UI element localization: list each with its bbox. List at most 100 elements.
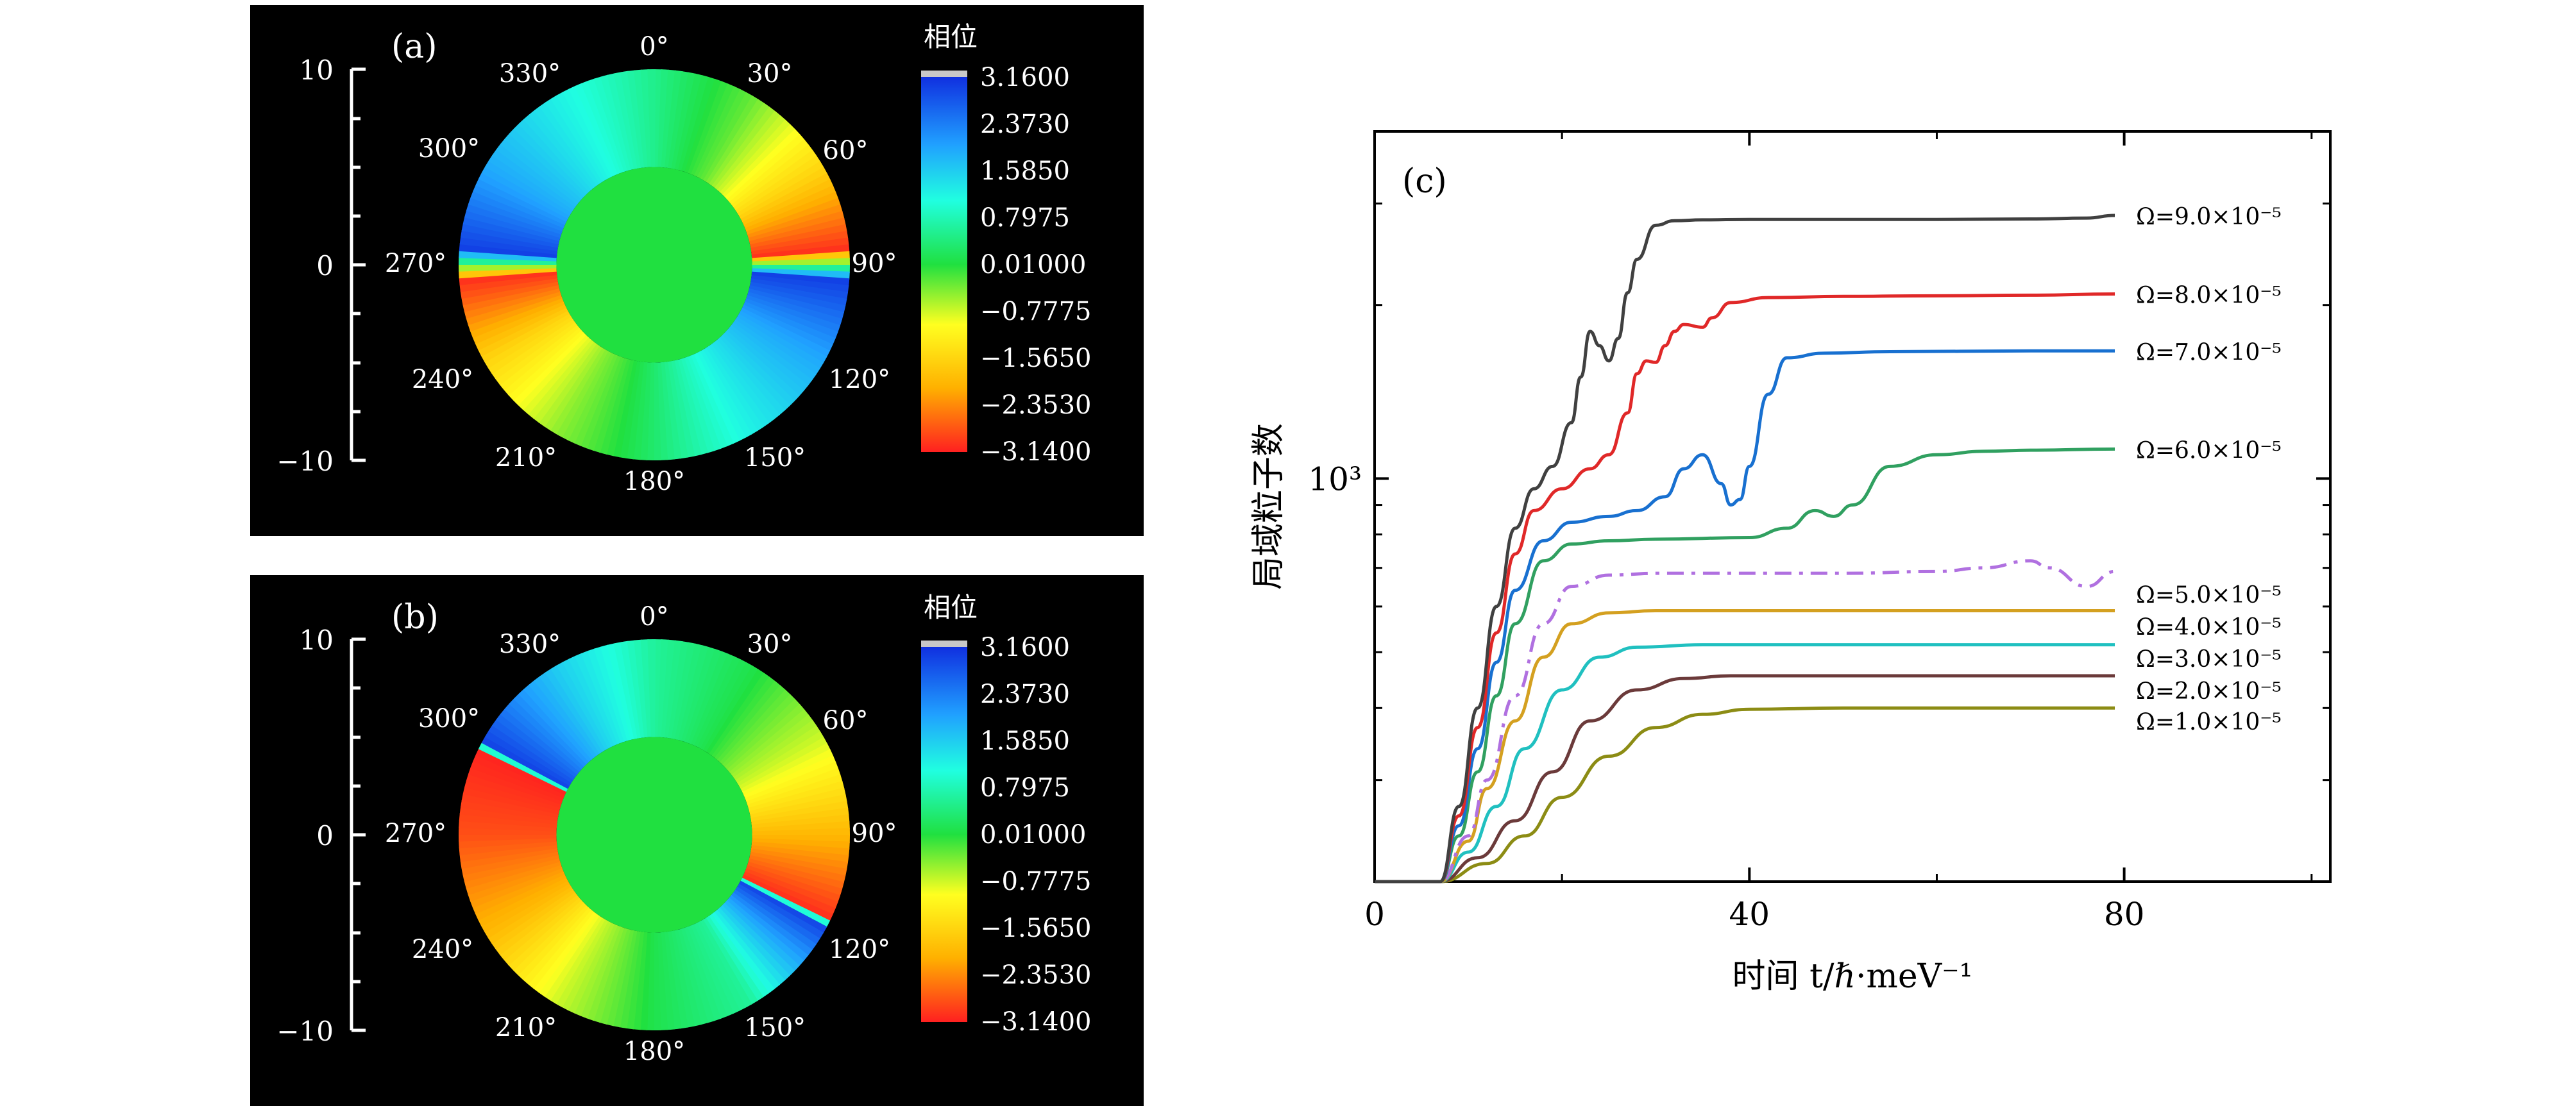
ring-segment bbox=[517, 334, 589, 410]
ring-segment bbox=[607, 643, 635, 741]
ring-segment bbox=[722, 124, 796, 197]
ring-segment bbox=[518, 688, 589, 765]
ring-segment bbox=[556, 661, 609, 750]
ring-segment bbox=[748, 780, 845, 812]
ring-segment bbox=[677, 645, 710, 741]
angle-label-150: 150° bbox=[744, 1013, 806, 1043]
ring-segment bbox=[749, 281, 847, 307]
ring-segment bbox=[562, 88, 613, 179]
ring-segment bbox=[681, 358, 715, 453]
ring-segment bbox=[726, 328, 804, 397]
ring-segment bbox=[660, 932, 675, 1030]
ring-segment bbox=[587, 78, 625, 173]
x-tick-label: 80 bbox=[2104, 896, 2145, 933]
ring-segment bbox=[481, 735, 570, 789]
ring-segment bbox=[729, 894, 809, 962]
ring-segment bbox=[468, 766, 563, 805]
panel-c-axes: 0 40 80 10³ bbox=[1308, 131, 2330, 933]
ring-segment bbox=[527, 909, 595, 989]
ring-segment bbox=[634, 639, 648, 738]
ring-segment bbox=[744, 298, 838, 340]
ring-segment bbox=[699, 349, 752, 439]
ring-segment bbox=[555, 919, 609, 1008]
ring-segment bbox=[733, 149, 818, 211]
ring-segment bbox=[743, 301, 836, 346]
ring-segment bbox=[702, 917, 758, 1005]
colorbar-tick: −3.1400 bbox=[980, 437, 1091, 467]
ring-segment bbox=[736, 884, 824, 940]
ring-segment bbox=[627, 640, 645, 738]
ring-segment bbox=[620, 641, 641, 739]
ring-segment bbox=[555, 349, 609, 438]
ring-segment bbox=[495, 321, 577, 385]
ring-segment bbox=[491, 319, 575, 380]
ring-segment bbox=[722, 694, 796, 767]
ring-segment bbox=[691, 653, 735, 746]
angle-label-0: 0° bbox=[640, 32, 668, 62]
ring-segment bbox=[472, 871, 565, 915]
ring-segment bbox=[475, 304, 566, 351]
ring-segment bbox=[462, 786, 560, 815]
ring-segment bbox=[532, 341, 597, 423]
ring-segment bbox=[612, 930, 638, 1028]
panel-c-series-labels: Ω=1.0×10⁻⁵ Ω=2.0×10⁻⁵ Ω=3.0×10⁻⁵ Ω=4.0×10⁻⁵… bbox=[2136, 204, 2282, 735]
ring-segment bbox=[750, 224, 847, 249]
ring-segment bbox=[491, 889, 575, 950]
ring-segment bbox=[731, 144, 813, 208]
ring-segment bbox=[480, 310, 570, 363]
series-line-5 bbox=[1374, 559, 2115, 884]
ring-segment bbox=[484, 160, 572, 216]
ring-segment bbox=[737, 161, 825, 217]
angle-label-210: 210° bbox=[495, 1013, 557, 1043]
ring-segment bbox=[663, 362, 682, 460]
ring-segment bbox=[652, 932, 661, 1030]
ring-segment bbox=[741, 305, 833, 352]
ring-segment bbox=[500, 138, 580, 205]
ring-segment bbox=[747, 862, 843, 897]
ring-segment bbox=[690, 924, 734, 1017]
ring-segment bbox=[464, 209, 561, 242]
ring-segment bbox=[746, 197, 841, 235]
ring-segment bbox=[461, 851, 559, 876]
ring-segment bbox=[744, 868, 838, 910]
ring-segment bbox=[681, 928, 715, 1023]
ring-segment bbox=[660, 362, 675, 460]
ring-segment bbox=[752, 258, 850, 267]
ring-segment bbox=[459, 271, 557, 285]
ring-segment bbox=[711, 912, 775, 994]
series-label-7: Ω=7.0×10⁻⁵ bbox=[2136, 339, 2282, 365]
angle-label-180: 180° bbox=[623, 467, 685, 496]
ring-segment bbox=[461, 222, 559, 248]
ring-segment bbox=[708, 344, 770, 428]
panel-c-x-axis-label: 时间 t/ℏ·meV⁻¹ bbox=[1733, 957, 1973, 996]
ring-segment bbox=[751, 814, 850, 829]
ring-segment bbox=[556, 91, 609, 180]
ring-segment bbox=[722, 902, 795, 976]
series-line-2 bbox=[1374, 674, 2115, 884]
ring-segment bbox=[706, 669, 765, 755]
ring-segment bbox=[711, 106, 776, 189]
ring-segment bbox=[684, 356, 722, 451]
ring-segment bbox=[561, 921, 612, 1011]
ring-segment bbox=[667, 361, 688, 459]
ring-segment bbox=[727, 703, 806, 773]
panel-b-label: (b) bbox=[391, 598, 439, 637]
ring-segment bbox=[663, 932, 682, 1030]
ring-segment bbox=[538, 343, 600, 427]
ring-segment bbox=[677, 928, 709, 1025]
angle-label-60: 60° bbox=[823, 136, 869, 165]
ring-segment bbox=[598, 358, 631, 455]
ring-segment bbox=[717, 685, 786, 763]
ring-segment bbox=[462, 216, 560, 245]
ring-segment bbox=[586, 926, 624, 1021]
ring-segment bbox=[478, 171, 568, 222]
ring-segment bbox=[734, 316, 820, 376]
ring-segment bbox=[737, 731, 825, 787]
ring-segment bbox=[499, 894, 580, 961]
colorbar-tick: 1.5850 bbox=[980, 156, 1070, 186]
ring-segment bbox=[459, 274, 557, 292]
panel-b-y-tick: −10 bbox=[276, 1016, 334, 1047]
ring-segment bbox=[717, 115, 786, 193]
ring-segment bbox=[714, 110, 781, 190]
ring-segment bbox=[534, 106, 598, 188]
